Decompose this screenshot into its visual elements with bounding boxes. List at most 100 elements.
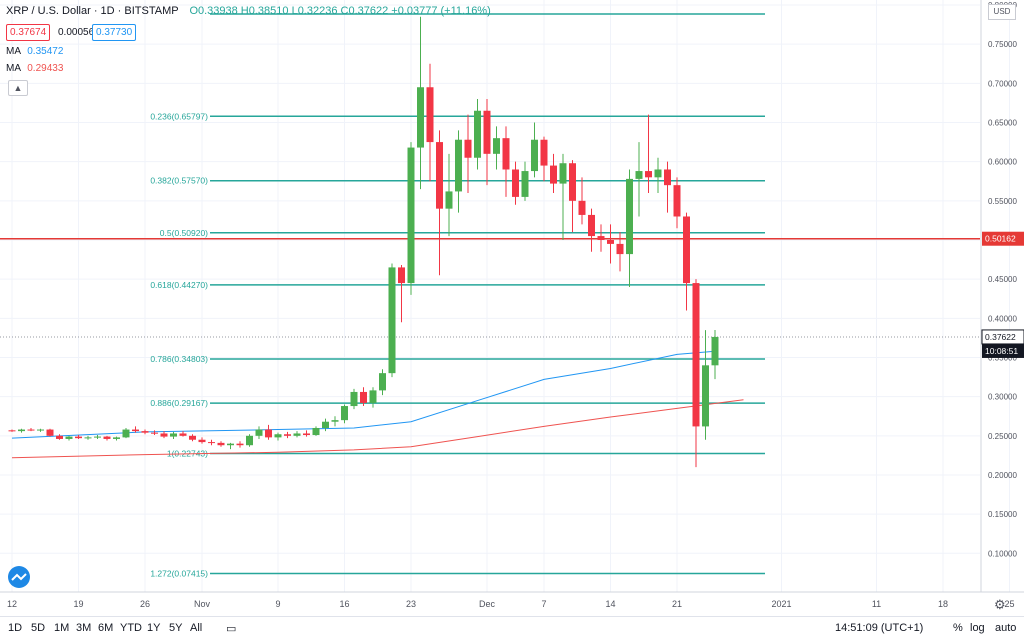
chevron-up-icon[interactable]: ▲ — [8, 80, 28, 96]
candle-body — [626, 178, 633, 255]
candle-body — [132, 429, 139, 432]
candle-body — [265, 429, 272, 438]
candle-body — [493, 138, 500, 154]
timeframe-3m[interactable]: 3M — [76, 622, 92, 634]
candle-body — [350, 391, 358, 407]
candle-body — [616, 243, 624, 255]
candle-body — [578, 200, 586, 215]
ma-value: 0.35472 — [27, 46, 64, 57]
x-tick-label: 18 — [938, 599, 948, 609]
candle-body — [379, 373, 386, 391]
candle-body — [531, 139, 538, 172]
x-tick-label: 14 — [605, 599, 615, 609]
y-tick-label: 0.35000 — [988, 353, 1017, 362]
x-tick-label: Dec — [479, 599, 496, 609]
y-tick-label: 0.60000 — [988, 158, 1017, 167]
ma-legend-1[interactable]: MA 0.35472 — [6, 46, 63, 57]
candle-body — [654, 169, 662, 178]
y-tick-label: 0.70000 — [988, 79, 1017, 88]
percent-toggle[interactable]: % — [953, 622, 963, 634]
y-tick-label: 0.30000 — [988, 393, 1017, 402]
candle-body — [512, 169, 519, 197]
x-tick-label: 26 — [140, 599, 150, 609]
clock-time[interactable]: 14:51:09 (UTC+1) — [835, 622, 924, 634]
candle-body — [46, 429, 54, 436]
candle-body — [388, 267, 396, 374]
timeframe-ytd[interactable]: YTD — [120, 622, 142, 634]
x-tick-label: 21 — [672, 599, 682, 609]
candle-body — [635, 171, 643, 179]
candle-body — [75, 436, 82, 439]
x-tick-label: Nov — [194, 599, 211, 609]
candle-body — [360, 391, 367, 403]
candle-body — [303, 433, 310, 436]
candle-body — [417, 87, 424, 148]
ohlc-values: O0.33938 H0.38510 L0.32236 C0.37622 +0.0… — [189, 5, 491, 17]
date-range-icon[interactable]: ▭ — [226, 623, 237, 635]
horizontal-line-price-badge — [982, 231, 1024, 246]
candle-body — [711, 336, 719, 366]
candle-body — [151, 432, 158, 434]
y-tick-label: 0.20000 — [988, 471, 1017, 480]
candle-body — [521, 171, 529, 197]
candle-body — [569, 163, 576, 201]
fib-level-label: 1.272(0.07415) — [150, 569, 208, 579]
y-tick-label: 0.15000 — [988, 510, 1017, 519]
candle-body — [312, 427, 320, 436]
candle-body — [84, 437, 92, 439]
ma-label: MA — [6, 63, 21, 74]
y-tick-label: 0.65000 — [988, 118, 1017, 127]
gear-icon[interactable]: ⚙ — [994, 597, 1006, 612]
candle-body — [607, 239, 614, 244]
ma-short-line — [11, 350, 716, 439]
candle-body — [113, 437, 120, 439]
x-tick-label: 12 — [7, 599, 17, 609]
candle-body — [198, 439, 206, 443]
y-tick-label: 0.55000 — [988, 197, 1017, 206]
ma-long-line — [11, 399, 744, 459]
candle-body — [27, 429, 35, 431]
candle-body — [436, 142, 443, 209]
candle-body — [217, 442, 225, 446]
log-toggle[interactable]: log — [970, 622, 985, 634]
candle-body — [122, 429, 130, 438]
candle-body — [341, 406, 348, 421]
timeframe-1m[interactable]: 1M — [54, 622, 70, 634]
candle-body — [474, 110, 481, 158]
currency-label[interactable]: USD — [988, 4, 1016, 20]
x-tick-label: 2021 — [771, 599, 791, 609]
candle-body — [369, 390, 377, 403]
auto-toggle[interactable]: auto — [995, 622, 1017, 634]
y-tick-label: 0.75000 — [988, 40, 1017, 49]
buy-price-button[interactable]: 0.37730 — [92, 24, 137, 41]
candle-body — [398, 267, 405, 284]
candle-body — [702, 365, 709, 427]
timeframe-5d[interactable]: 5D — [31, 622, 46, 634]
candle-body — [550, 165, 557, 184]
sell-price-button[interactable]: 0.37674 — [6, 24, 51, 41]
timeframe-all[interactable]: All — [190, 622, 203, 634]
candle-body — [103, 436, 111, 439]
y-tick-label: 0.40000 — [988, 314, 1017, 323]
timeframe-1d[interactable]: 1D — [8, 622, 23, 634]
symbol-title[interactable]: XRP / U.S. Dollar · 1D · BITSTAMP — [6, 5, 179, 17]
timeframe-6m[interactable]: 6M — [98, 622, 114, 634]
candle-body — [65, 436, 73, 439]
timeframe-5y[interactable]: 5Y — [169, 622, 183, 634]
candle-body — [293, 433, 301, 436]
candle-body — [8, 430, 16, 432]
x-tick-label: 7 — [541, 599, 546, 609]
candle-body — [284, 434, 291, 436]
x-tick-label: 23 — [406, 599, 416, 609]
timeframe-1y[interactable]: 1Y — [147, 622, 161, 634]
x-tick-label: 19 — [73, 599, 83, 609]
ma-legend-2[interactable]: MA 0.29433 — [6, 63, 63, 74]
candle-body — [160, 433, 168, 437]
last-price-label: 0.37622 — [985, 332, 1016, 342]
tradingview-logo-icon[interactable] — [8, 566, 30, 588]
spread-value: 0.00056 — [58, 27, 95, 38]
candle-body — [588, 214, 595, 237]
candle-body — [597, 236, 605, 240]
fib-level-label: 0.236(0.65797) — [150, 111, 208, 121]
